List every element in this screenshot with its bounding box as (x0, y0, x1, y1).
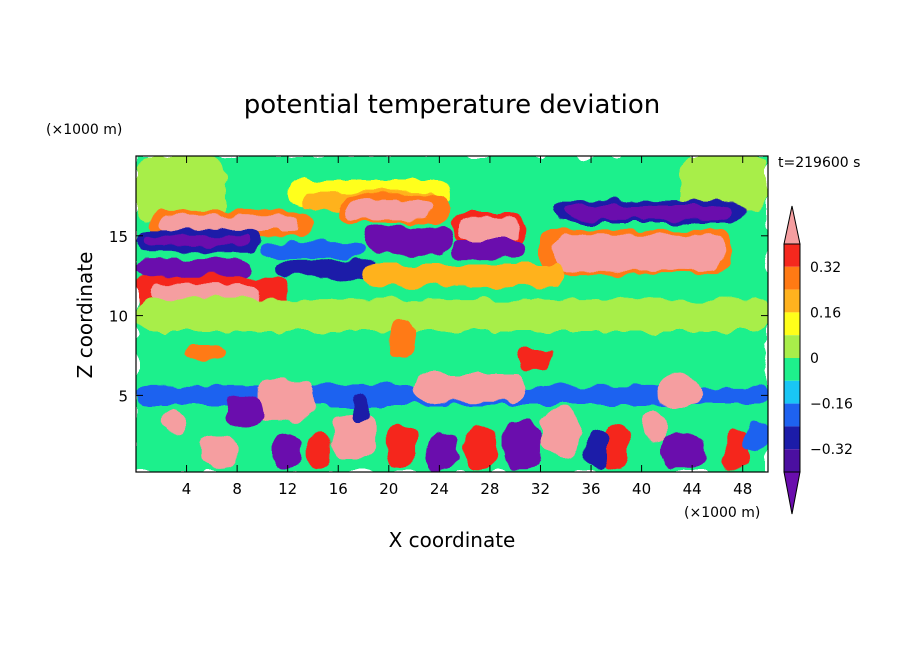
x-tick-label: 4 (182, 480, 192, 498)
x-tick-label: 32 (531, 480, 550, 498)
field-region (603, 424, 629, 469)
field-region (414, 373, 528, 402)
x-tick-label: 28 (480, 480, 499, 498)
y-axis-label: Z coordinate (73, 252, 97, 379)
x-tick-label: 48 (733, 480, 752, 498)
colorbar-tick-label: 0.32 (810, 260, 841, 276)
field-region (224, 395, 263, 428)
y-tick-label: 15 (109, 228, 128, 246)
y-axis: 5 10 15 (109, 228, 768, 405)
colorbar-bin (784, 358, 800, 381)
field-region (388, 424, 415, 469)
y-tick-label: 10 (109, 308, 128, 326)
field-region (306, 433, 332, 469)
x-tick-label: 44 (683, 480, 702, 498)
plot-frame (135, 155, 769, 473)
field-region (262, 242, 364, 259)
time-label: t=219600 s (778, 155, 860, 171)
field-region (161, 216, 301, 232)
field-region (540, 408, 579, 457)
field-region (679, 156, 768, 212)
chart-title: potential temperature deviation (244, 90, 660, 120)
colorbar-tick-label: −0.32 (810, 442, 853, 458)
field-region (742, 420, 768, 453)
x-axis: 4 8 12 16 20 24 28 32 36 40 44 48 (182, 156, 752, 498)
colorbar-bin (784, 380, 800, 404)
colorbar-bin (784, 266, 800, 290)
x-tick-label: 16 (329, 480, 348, 498)
colorbar-bin (784, 449, 800, 472)
field-region (502, 420, 541, 469)
field-region (464, 427, 497, 469)
field-region (186, 347, 225, 361)
colorbar-tick-label: −0.16 (810, 397, 853, 413)
field-region (136, 156, 225, 220)
field-region (660, 433, 705, 469)
colorbar-bin (784, 335, 800, 358)
colorbar-bin (784, 403, 800, 427)
field-region (654, 376, 705, 405)
x-tick-label: 20 (379, 480, 398, 498)
field-region (275, 433, 301, 469)
field-region (256, 379, 313, 421)
field-region (136, 299, 768, 332)
field-region (350, 395, 370, 425)
field-region (515, 347, 554, 370)
field-region (641, 411, 667, 444)
field-region (363, 226, 452, 254)
x-axis-label: X coordinate (389, 528, 516, 552)
field-region (161, 411, 187, 437)
colorbar: 0.32 0.16 0 −0.16 −0.32 (783, 205, 853, 515)
x-unit-label: (×1000 m) (684, 505, 760, 521)
y-tick-label: 5 (118, 387, 128, 405)
colorbar-tick-label: 0.16 (810, 305, 841, 321)
y-unit-label: (×1000 m) (46, 122, 122, 138)
colorbar-extend-min (783, 471, 801, 515)
field-region (344, 200, 434, 220)
x-tick-label: 36 (581, 480, 600, 498)
field-region (136, 258, 250, 278)
field-region (565, 205, 731, 220)
x-tick-label: 8 (232, 480, 242, 498)
field-region (426, 433, 459, 469)
field-region (142, 235, 250, 246)
x-tick-label: 12 (278, 480, 297, 498)
field-region (458, 218, 522, 239)
field-region (553, 234, 724, 271)
colorbar-tick-label: 0 (810, 351, 819, 367)
field-region (388, 318, 415, 358)
field-region (199, 433, 238, 469)
colorbar-bin (784, 244, 800, 267)
x-tick-label: 40 (632, 480, 651, 498)
field-region (363, 264, 566, 287)
x-tick-label: 24 (430, 480, 449, 498)
colorbar-bin (784, 312, 800, 336)
colorbar-extend-max (783, 205, 801, 245)
field-region (452, 238, 528, 259)
field-region (584, 430, 610, 469)
heatmap-field (136, 156, 768, 472)
field-region (275, 259, 377, 278)
colorbar-bin (784, 289, 800, 313)
colorbar-bin (784, 426, 800, 450)
